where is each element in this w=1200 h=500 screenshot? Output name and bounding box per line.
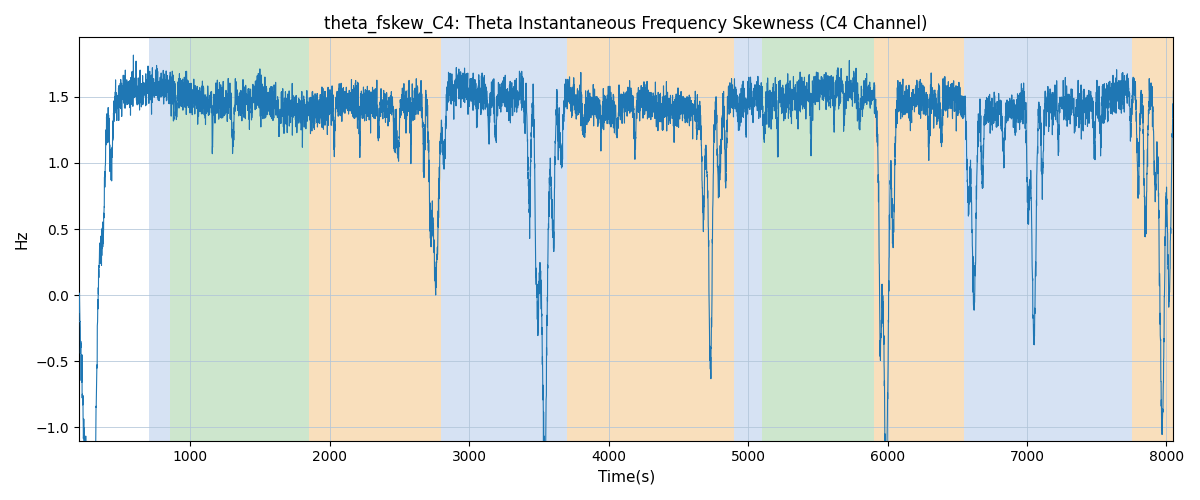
X-axis label: Time(s): Time(s) [598, 470, 655, 485]
Bar [1132, 38, 1181, 440]
Bar [874, 38, 965, 440]
Title: theta_fskew_C4: Theta Instantaneous Frequency Skewness (C4 Channel): theta_fskew_C4: Theta Instantaneous Freq… [324, 15, 928, 34]
Bar [1062, 38, 1132, 440]
Bar [169, 38, 308, 440]
Bar [442, 38, 566, 440]
Bar [762, 38, 874, 440]
Bar [308, 38, 442, 440]
Bar [734, 38, 762, 440]
Y-axis label: Hz: Hz [14, 230, 30, 249]
Bar [149, 38, 169, 440]
Bar [965, 38, 1062, 440]
Bar [566, 38, 734, 440]
